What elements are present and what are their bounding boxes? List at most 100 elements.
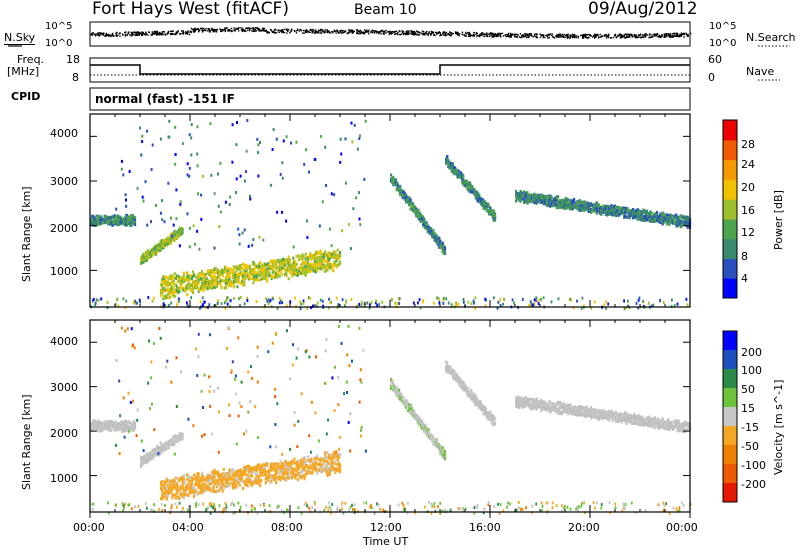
velocity-cell xyxy=(301,470,303,473)
power-clutter-cell xyxy=(227,296,229,299)
power-colorbar-swatch xyxy=(723,199,737,219)
power-cell xyxy=(201,289,203,292)
power-sparse-cell xyxy=(236,121,238,124)
velocity-cell xyxy=(277,463,279,466)
velocity-cell xyxy=(315,461,317,464)
velocity-cell xyxy=(184,481,186,484)
power-cell xyxy=(165,276,167,279)
power-cell xyxy=(132,214,134,217)
velocity-cell xyxy=(187,494,189,497)
velocity-cell xyxy=(214,469,216,472)
power-sparse-cell xyxy=(286,135,288,138)
power-sparse-cell xyxy=(141,135,143,138)
power-clutter-cell xyxy=(375,300,377,303)
power-cell xyxy=(198,281,200,284)
power-clutter-cell xyxy=(204,301,206,304)
power-clutter-cell xyxy=(457,303,459,306)
power-colorbar-swatch xyxy=(723,160,737,180)
power-clutter-cell xyxy=(342,298,344,301)
power-cell xyxy=(276,275,278,278)
velocity-feature-2 xyxy=(160,451,341,501)
velocity-cell xyxy=(107,422,109,425)
power-sparse-cell xyxy=(141,140,143,143)
power-sparse-cell xyxy=(143,200,145,203)
power-cell xyxy=(249,277,251,280)
power-sparse-cell xyxy=(305,148,307,151)
power-cell xyxy=(244,264,246,267)
power-cell xyxy=(298,254,300,257)
velocity-cell xyxy=(300,461,302,464)
power-sparse-cell xyxy=(249,198,251,201)
power-clutter-cell xyxy=(399,297,401,300)
velocity-cell xyxy=(233,486,235,489)
velocity-cell xyxy=(305,461,307,464)
power-cell xyxy=(493,209,495,212)
velocity-cell xyxy=(339,453,341,456)
power-clutter-cell xyxy=(639,297,641,300)
power-sparse-cell xyxy=(154,247,156,250)
power-clutter-cell xyxy=(512,299,514,302)
power-clutter-cell xyxy=(229,299,231,302)
power-sparse-cell xyxy=(270,184,272,187)
power-cell xyxy=(252,281,254,284)
power-sparse-cell xyxy=(306,219,308,222)
power-sparse-cell xyxy=(190,154,192,157)
power-sparse-cell xyxy=(146,130,148,133)
power-cell xyxy=(241,267,243,270)
power-cell xyxy=(399,185,401,188)
power-cell xyxy=(296,263,298,266)
power-sparse-cell xyxy=(217,173,219,176)
power-sparse-cell xyxy=(197,125,199,128)
power-clutter-cell xyxy=(439,301,441,304)
power-sparse-cell xyxy=(320,135,322,138)
power-clutter-cell xyxy=(627,300,629,303)
power-clutter-cell xyxy=(320,299,322,302)
velocity-cell xyxy=(242,487,244,490)
velocity-cell xyxy=(110,429,112,432)
power-sparse-cell xyxy=(281,161,283,164)
power-cell xyxy=(302,255,304,258)
power-clutter-cell xyxy=(123,297,125,300)
power-sparse-cell xyxy=(350,247,352,250)
velocity-cell xyxy=(166,487,168,490)
power-clutter-cell xyxy=(217,299,219,302)
power-colorbar-swatch xyxy=(723,239,737,259)
power-sparse-cell xyxy=(171,235,173,238)
velocity-cell xyxy=(183,478,185,481)
power-sparse-cell xyxy=(129,170,131,173)
power-sparse-cell xyxy=(168,120,170,123)
power-cell xyxy=(253,275,255,278)
power-cell xyxy=(339,262,341,265)
power-sparse-cell xyxy=(296,141,298,144)
power-clutter-cell xyxy=(540,298,542,301)
velocity-cell xyxy=(193,495,195,498)
power-cell xyxy=(142,261,144,264)
velocity-cell xyxy=(227,478,229,481)
power-clutter-cell xyxy=(94,303,96,306)
power-sparse-cell xyxy=(196,153,198,156)
power-sparse-cell xyxy=(345,182,347,185)
power-clutter-cell xyxy=(317,302,319,305)
power-clutter-cell xyxy=(499,298,501,301)
power-cell xyxy=(478,194,480,197)
power-cell xyxy=(428,226,430,229)
power-cell xyxy=(337,249,339,252)
power-cell xyxy=(444,252,446,255)
power-cell xyxy=(494,219,496,222)
power-sparse-cell xyxy=(331,192,333,195)
power-cell xyxy=(216,278,218,281)
velocity-cell xyxy=(214,472,216,475)
power-clutter-cell xyxy=(93,298,95,301)
velocity-cell xyxy=(165,491,167,494)
power-cell xyxy=(274,260,276,263)
velocity-cell xyxy=(245,481,247,484)
power-sparse-cell xyxy=(235,191,237,194)
power-sparse-cell xyxy=(251,244,253,247)
power-cell xyxy=(243,280,245,283)
power-clutter-cell xyxy=(221,302,223,305)
power-clutter-cell xyxy=(369,303,371,306)
power-sparse-cell xyxy=(345,137,347,140)
power-cell xyxy=(186,293,188,296)
power-feature-2 xyxy=(160,249,341,300)
power-sparse-cell xyxy=(164,220,166,223)
